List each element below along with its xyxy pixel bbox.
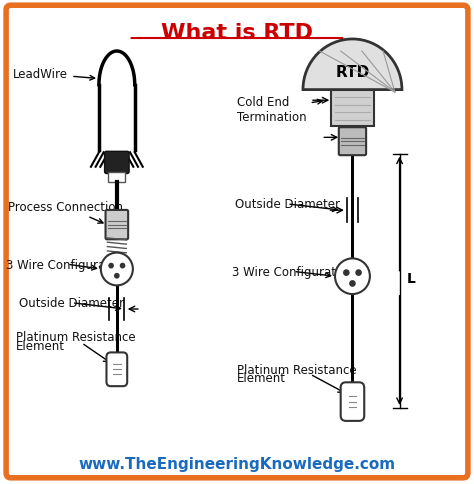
Text: Process Connection: Process Connection (9, 201, 123, 224)
FancyBboxPatch shape (105, 152, 129, 174)
Text: 3 Wire Configuration: 3 Wire Configuration (6, 258, 128, 271)
Text: Element: Element (237, 371, 286, 384)
Circle shape (356, 270, 362, 276)
Text: 3 Wire Configuration: 3 Wire Configuration (232, 265, 354, 278)
Text: Outside Diameter: Outside Diameter (235, 198, 340, 212)
Circle shape (335, 259, 370, 294)
FancyBboxPatch shape (341, 382, 364, 421)
Bar (331, 91, 374, 126)
Bar (109, 172, 125, 183)
Text: Cold End
Termination: Cold End Termination (237, 96, 322, 123)
FancyBboxPatch shape (339, 128, 366, 156)
Text: www.TheEngineeringKnowledge.com: www.TheEngineeringKnowledge.com (78, 456, 396, 471)
FancyBboxPatch shape (106, 211, 128, 240)
Text: Outside Diameter: Outside Diameter (19, 297, 124, 311)
Wedge shape (303, 40, 402, 91)
FancyBboxPatch shape (107, 353, 127, 386)
Text: Platinum Resistance: Platinum Resistance (16, 331, 135, 344)
Text: Element: Element (16, 339, 64, 352)
Circle shape (120, 263, 126, 269)
Text: What is RTD: What is RTD (161, 23, 313, 43)
Circle shape (108, 263, 114, 269)
Text: Platinum Resistance: Platinum Resistance (237, 363, 356, 376)
FancyBboxPatch shape (6, 6, 468, 478)
Circle shape (114, 273, 119, 279)
Circle shape (349, 281, 356, 287)
Text: LeadWire: LeadWire (13, 68, 95, 81)
Circle shape (343, 270, 350, 276)
Text: L: L (407, 272, 416, 286)
Circle shape (101, 253, 133, 286)
Text: RTD: RTD (335, 65, 370, 79)
